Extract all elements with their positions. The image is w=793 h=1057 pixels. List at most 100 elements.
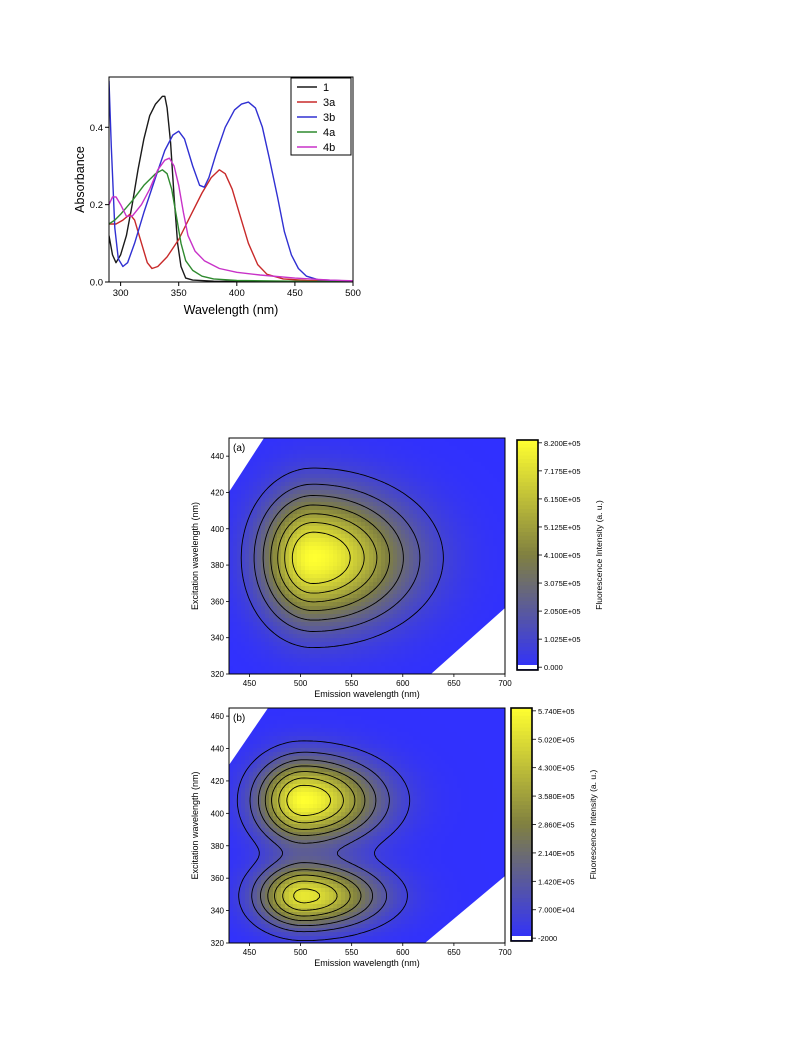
colorbar-tick-label: 4.100E+05 <box>544 551 581 560</box>
y-tick-label: 440 <box>211 452 225 461</box>
x-axis-label: Emission wavelength (nm) <box>314 958 420 968</box>
x-tick-label: 450 <box>243 679 257 688</box>
y-tick-label: 380 <box>211 561 225 570</box>
contour-level <box>240 467 444 649</box>
heatmap-raster <box>229 708 505 943</box>
contour-level <box>253 483 421 632</box>
legend-label-1: 1 <box>323 82 329 94</box>
contour-level <box>271 771 356 917</box>
heatmap-raster <box>229 438 505 674</box>
contour-level <box>249 751 390 933</box>
contour-lines <box>236 740 411 942</box>
y-tick-label: 400 <box>211 809 225 818</box>
panel-label: (b) <box>233 713 245 724</box>
x-tick-label: 600 <box>396 948 410 957</box>
y-tick-label: 0.4 <box>90 123 103 134</box>
colorbar-label: Fluorescence Intensity (a. u.) <box>594 500 604 610</box>
contour-level <box>262 495 404 621</box>
x-tick-label: 700 <box>498 948 512 957</box>
x-tick-label: 700 <box>498 679 512 688</box>
colorbar-tick-label: 5.740E+05 <box>538 707 575 716</box>
x-tick-label: 550 <box>345 948 359 957</box>
absorbance-chart: 300 350 400 450 500 0.0 0.2 0.4 Wavelength (nm) A… <box>73 76 361 317</box>
contour-level <box>236 740 411 942</box>
no-data-region-bottom-right <box>425 876 505 943</box>
y-tick-label: 320 <box>211 670 225 679</box>
legend-label-3a: 3a <box>323 97 336 109</box>
x-tick-label: 350 <box>171 288 187 299</box>
series-line-4b <box>109 157 353 282</box>
x-tick-label: 650 <box>447 948 461 957</box>
colorbar-tick-label: 5.125E+05 <box>544 523 581 532</box>
x-tick-label: 300 <box>113 288 129 299</box>
y-tick-label: 420 <box>211 777 225 786</box>
y-tick-label: 0.2 <box>90 200 103 211</box>
x-tick-label: 450 <box>287 288 303 299</box>
colorbar-tick-label: 2.050E+05 <box>544 607 581 616</box>
y-tick-label: 440 <box>211 745 225 754</box>
colorbar-tick-label: 3.075E+05 <box>544 579 581 588</box>
contour-lines <box>240 467 444 649</box>
plot-frame <box>228 707 506 944</box>
y-tick-label: 360 <box>211 597 225 606</box>
x-tick-label: 400 <box>229 288 245 299</box>
colorbar: 8.200E+05 7.175E+05 6.150E+05 5.125E+05 4.10… <box>516 439 604 672</box>
colorbar: 5.740E+05 5.020E+05 4.300E+05 3.580E+05 2.86… <box>510 707 598 943</box>
contour-level <box>278 777 344 911</box>
x-tick-label: 650 <box>447 679 461 688</box>
plot-frame <box>228 437 506 675</box>
legend: 1 3a 3b 4a 4b <box>290 77 352 156</box>
legend-label-4a: 4a <box>323 127 336 139</box>
contour-level <box>277 513 378 603</box>
colorbar-tick-label: 0.000 <box>544 663 563 672</box>
y-tick-label: 400 <box>211 525 225 534</box>
x-tick-label: 500 <box>294 679 308 688</box>
x-tick-label: 450 <box>243 948 257 957</box>
contour-level <box>284 522 365 594</box>
colorbar-label: Fluorescence Intensity (a. u.) <box>588 770 598 880</box>
y-tick-label: 420 <box>211 488 225 497</box>
colorbar-tick-label: 7.175E+05 <box>544 467 581 476</box>
colorbar-tick-label: 2.140E+05 <box>538 849 575 858</box>
x-tick-label: 500 <box>345 288 361 299</box>
series-line-3a <box>109 169 353 282</box>
no-data-region-bottom-right <box>431 608 505 674</box>
colorbar-tick-label: 8.200E+05 <box>544 439 581 448</box>
legend-label-4b: 4b <box>323 142 335 154</box>
x-tick-label: 600 <box>396 679 410 688</box>
y-axis-label: Absorbance <box>73 146 87 213</box>
x-tick-label: 550 <box>345 679 359 688</box>
colorbar-tick-label: -2000 <box>538 934 557 943</box>
contour-level <box>291 531 351 584</box>
colorbar-frame <box>510 707 533 942</box>
panel-label: (a) <box>233 443 245 454</box>
x-axis-label: Wavelength (nm) <box>184 303 279 317</box>
colorbar-tick-label: 3.580E+05 <box>538 792 575 801</box>
colorbar-tick-label: 4.300E+05 <box>538 764 575 773</box>
contour-level <box>257 759 377 927</box>
no-data-region-top-left <box>229 708 268 765</box>
y-tick-label: 340 <box>211 634 225 643</box>
contour-level <box>286 784 332 904</box>
y-tick-label: 320 <box>211 939 225 948</box>
y-axis-label: Excitation wavelength (nm) <box>190 771 200 879</box>
x-axis-label: Emission wavelength (nm) <box>314 689 420 699</box>
y-tick-label: 340 <box>211 907 225 916</box>
x-tick-label: 500 <box>294 948 308 957</box>
colorbar-tick-label: 1.025E+05 <box>544 635 581 644</box>
colorbar-tick-label: 7.000E+04 <box>538 906 575 915</box>
contour-level <box>270 504 391 612</box>
colorbar-frame <box>516 439 539 671</box>
colorbar-tick-label: 6.150E+05 <box>544 495 581 504</box>
colorbar-tick-label: 2.860E+05 <box>538 821 575 830</box>
y-axis-label: Excitation wavelength (nm) <box>190 502 200 610</box>
colorbar-tick-label: 1.420E+05 <box>538 877 575 886</box>
contour-level <box>264 765 366 922</box>
no-data-region-top-left <box>229 438 264 492</box>
colorbar-tick-label: 5.020E+05 <box>538 735 575 744</box>
y-tick-label: 380 <box>211 842 225 851</box>
y-tick-label: 0.0 <box>90 278 103 289</box>
y-tick-label: 360 <box>211 874 225 883</box>
y-tick-label: 460 <box>211 712 225 721</box>
legend-label-3b: 3b <box>323 112 335 124</box>
